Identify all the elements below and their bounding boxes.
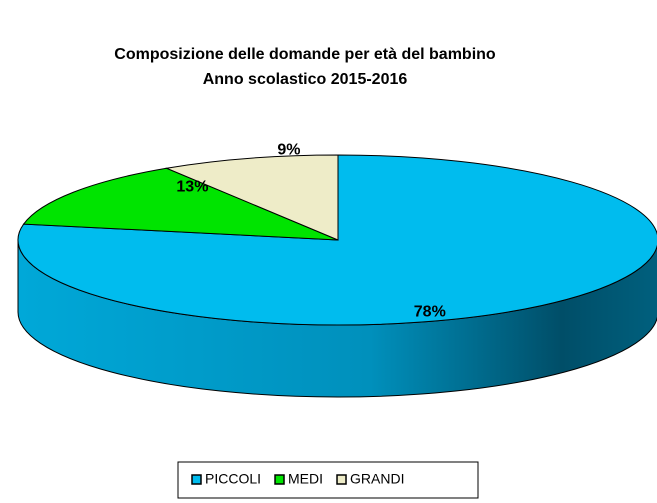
- chart-subtitle: Anno scolastico 2015-2016: [203, 71, 408, 88]
- legend-label: GRANDI: [350, 471, 404, 487]
- data-label: 9%: [277, 141, 300, 158]
- legend-swatch: [191, 474, 202, 485]
- legend-swatch: [336, 474, 347, 485]
- data-label: 78%: [414, 303, 446, 320]
- chart-title: Composizione delle domande per età del b…: [114, 46, 496, 63]
- pie: 78% 13% 9%: [17, 141, 657, 398]
- data-label: 13%: [176, 179, 208, 196]
- legend-box: [177, 461, 479, 499]
- pie-slice: [164, 154, 339, 241]
- pie-slice: [22, 167, 339, 241]
- legend-label: PICCOLI: [205, 471, 261, 487]
- legend-label: MEDI: [288, 471, 323, 487]
- legend-swatch: [274, 474, 285, 485]
- legend: PICCOLI MEDI GRANDI: [191, 471, 404, 487]
